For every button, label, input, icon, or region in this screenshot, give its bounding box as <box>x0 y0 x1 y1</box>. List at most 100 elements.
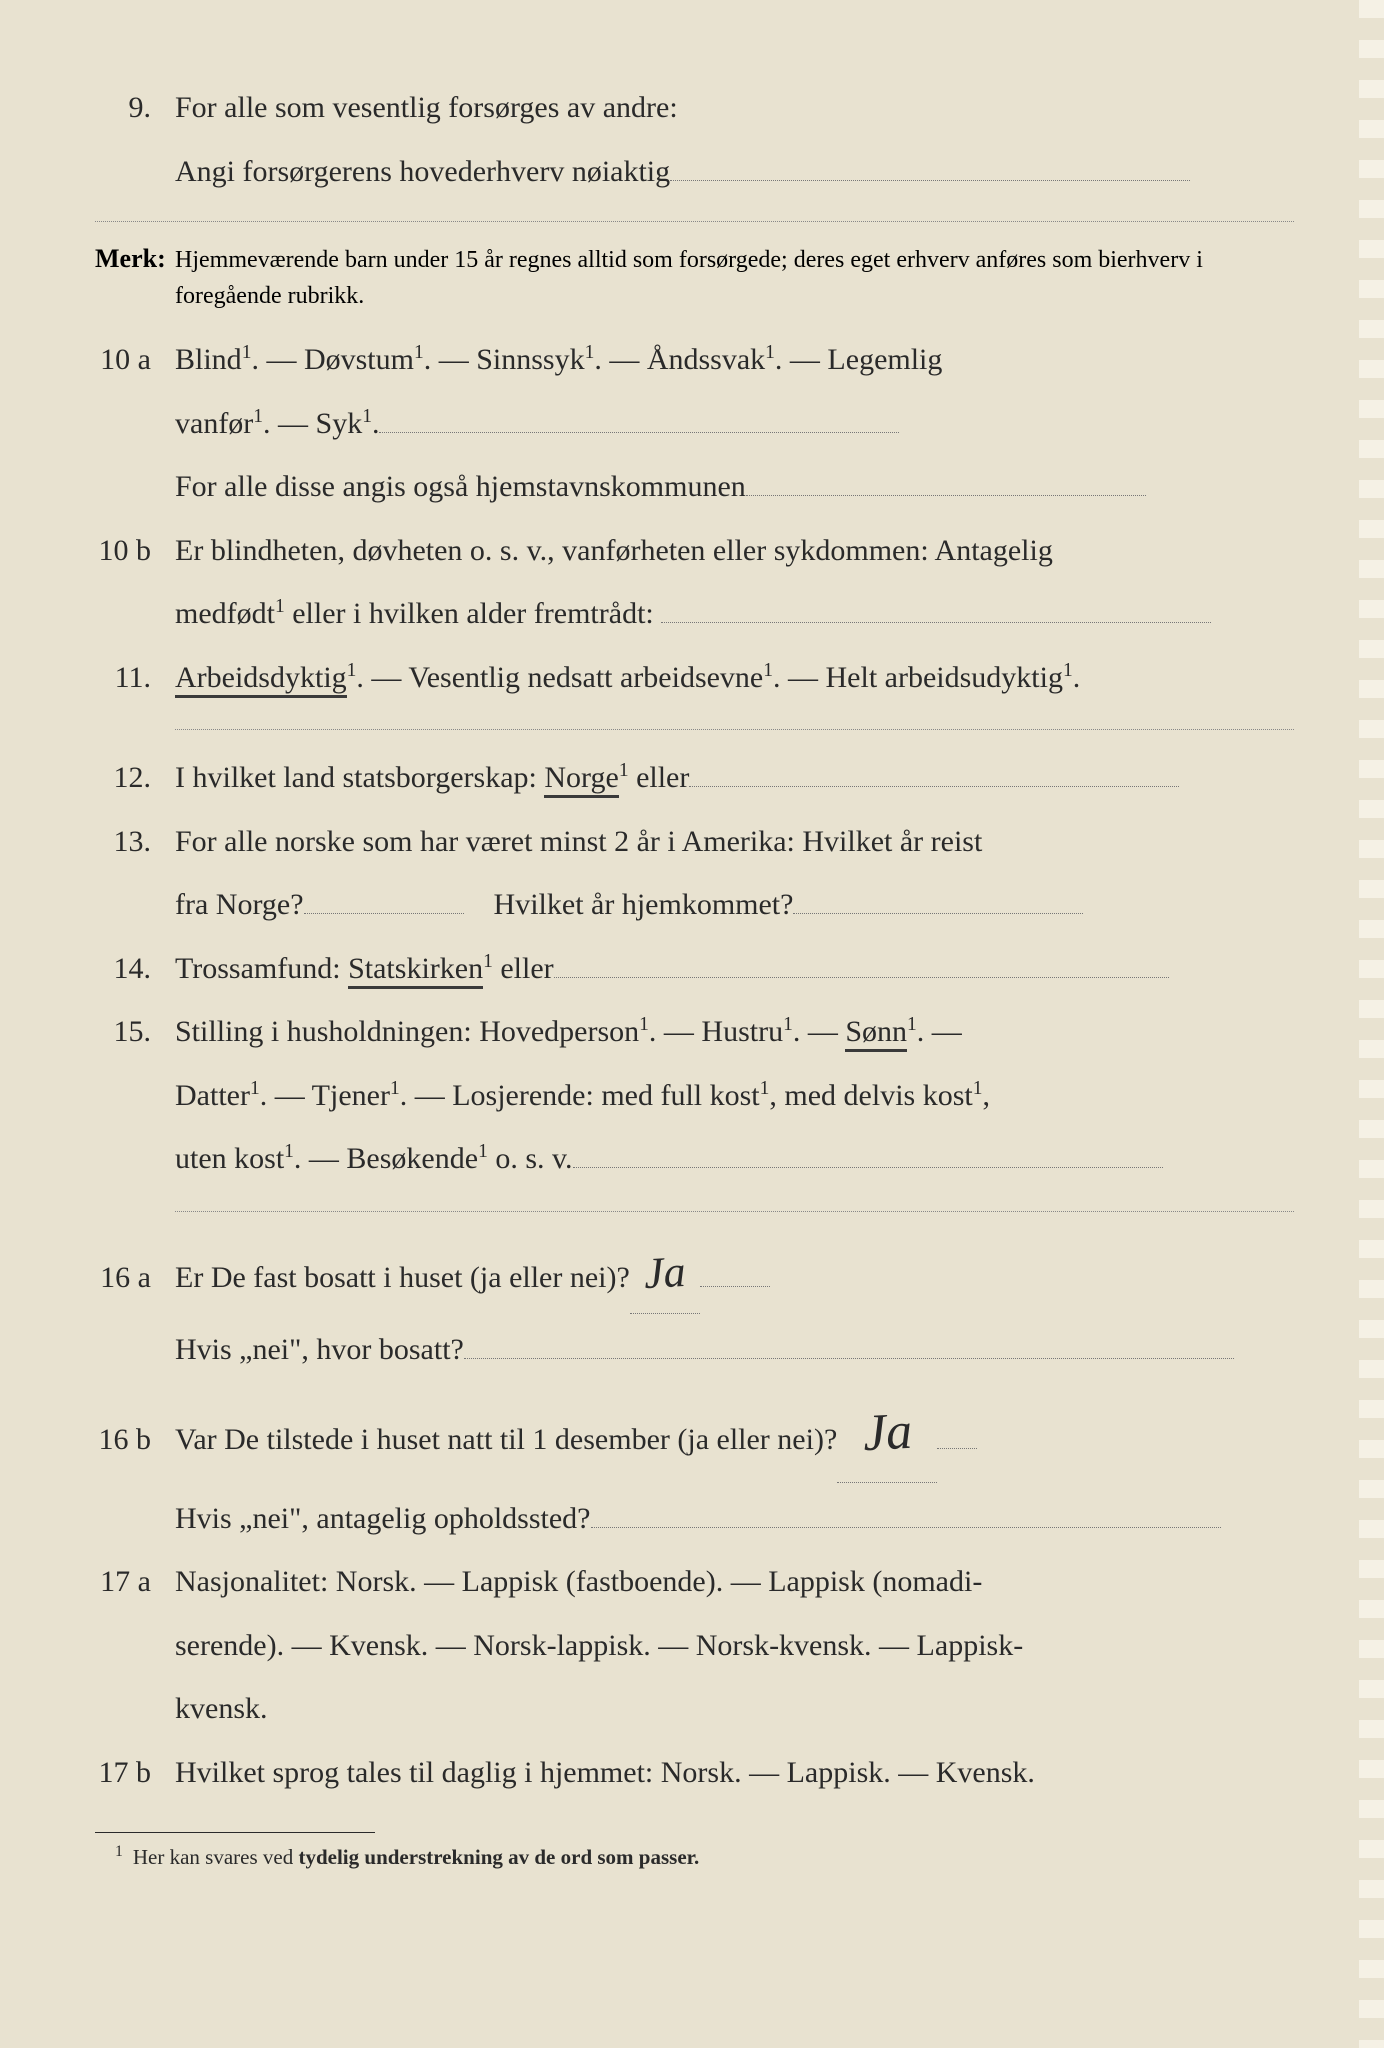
blank <box>304 913 464 914</box>
merk-label: Merk: <box>95 244 175 274</box>
t: vanfør <box>175 407 253 440</box>
question-11: 11. Arbeidsdyktig1. — Vesentlig nedsatt … <box>95 650 1294 706</box>
question-text: Er blindheten, døvheten o. s. v., vanfør… <box>175 523 1294 579</box>
t: Hvilket år hjemkommet? <box>494 888 794 921</box>
question-number: 16 b <box>95 1423 175 1457</box>
question-text: Blind1. — Døvstum1. — Sinnssyk1. — Åndss… <box>175 332 1294 388</box>
sup: 1 <box>619 760 629 781</box>
question-10a-l3: For alle disse angis også hjemstavnskomm… <box>95 459 1294 515</box>
question-13: 13. For alle norske som har været minst … <box>95 814 1294 870</box>
question-15-l2: Datter1. — Tjener1. — Losjerende: med fu… <box>95 1068 1294 1124</box>
t: . — <box>793 1015 846 1048</box>
t: . — Vesentlig nedsatt arbeidsevne <box>356 661 763 694</box>
t: Her kan svares ved <box>133 1845 299 1869</box>
t: . — Døvstum <box>251 343 414 376</box>
t: Datter <box>175 1079 250 1112</box>
t: Er De fast bosatt i huset (ja eller nei)… <box>175 1261 630 1294</box>
question-text: I hvilket land statsborgerskap: Norge1 e… <box>175 750 1294 806</box>
underlined-answer: Statskirken <box>348 952 483 989</box>
blank: Ja <box>837 1385 937 1482</box>
question-17a-l3: kvensk. <box>95 1681 1294 1737</box>
question-12: 12. I hvilket land statsborgerskap: Norg… <box>95 750 1294 806</box>
t: . — Losjerende: med full kost <box>400 1079 760 1112</box>
t: eller <box>493 952 554 985</box>
sup: 1 <box>347 660 357 681</box>
question-number: 9. <box>95 91 175 125</box>
question-9-line2: Angi forsørgerens hovederhverv nøiaktig <box>95 144 1294 200</box>
question-9: 9. For alle som vesentlig forsørges av a… <box>95 80 1294 136</box>
question-text: Stilling i husholdningen: Hovedperson1. … <box>175 1004 1294 1060</box>
t: Var De tilstede i huset natt til 1 desem… <box>175 1423 837 1456</box>
underlined-answer: Norge <box>544 761 618 798</box>
blank <box>379 432 899 433</box>
question-16b: 16 b Var De tilstede i huset natt til 1 … <box>95 1385 1294 1482</box>
t: Stilling i husholdningen: Hovedperson <box>175 1015 639 1048</box>
note-merk: Merk: Hjemmeværende barn under 15 år reg… <box>95 221 1294 314</box>
blank <box>937 1448 977 1449</box>
blank <box>689 786 1179 787</box>
t: . — <box>917 1015 962 1048</box>
question-text: For alle som vesentlig forsørges av andr… <box>175 80 1294 136</box>
blank-line <box>670 180 1190 181</box>
section-divider <box>175 1211 1294 1212</box>
question-number: 16 a <box>95 1261 175 1295</box>
question-text: For alle norske som har været minst 2 år… <box>175 814 1294 870</box>
question-14: 14. Trossamfund: Statskirken1 eller <box>95 941 1294 997</box>
sup: 1 <box>763 660 773 681</box>
question-16b-l2: Hvis „nei", antagelig opholdssted? <box>95 1491 1294 1547</box>
question-13-l2: fra Norge? Hvilket år hjemkommet? <box>95 877 1294 933</box>
question-10b-l2: medfødt1 eller i hvilken alder fremtrådt… <box>95 586 1294 642</box>
question-text: Trossamfund: Statskirken1 eller <box>175 941 1294 997</box>
t: Hvis „nei", antagelig opholdssted? <box>175 1502 591 1535</box>
t: . <box>372 407 380 440</box>
sup: 1 <box>1063 660 1073 681</box>
footnote: 1Her kan svares ved tydelig understrekni… <box>95 1843 1294 1870</box>
t: . — Besøkende <box>294 1142 478 1175</box>
sup: 1 <box>765 342 775 363</box>
sup: 1 <box>478 1141 488 1162</box>
sup: 1 <box>483 951 493 972</box>
sup: 1 <box>760 1078 770 1099</box>
question-17a: 17 a Nasjonalitet: Norsk. — Lappisk (fas… <box>95 1554 1294 1610</box>
footnote-marker: 1 <box>115 1843 123 1860</box>
blank <box>661 622 1211 623</box>
t: I hvilket land statsborgerskap: <box>175 761 544 794</box>
question-text: Er De fast bosatt i huset (ja eller nei)… <box>175 1232 1294 1314</box>
blank <box>464 1358 1234 1359</box>
handwritten-answer: Ja <box>642 1230 688 1313</box>
sup: 1 <box>284 1141 294 1162</box>
t: . — Syk <box>263 407 362 440</box>
sup: 1 <box>585 342 595 363</box>
sup: 1 <box>362 406 372 427</box>
blank <box>591 1527 1221 1528</box>
sup: 1 <box>253 406 263 427</box>
t: eller i hvilken alder fremtrådt: <box>285 597 654 630</box>
t: . — Helt arbeidsudyktig <box>773 661 1063 694</box>
t: medfødt <box>175 597 275 630</box>
question-text: Nasjonalitet: Norsk. — Lappisk (fastboen… <box>175 1554 1294 1610</box>
t: For alle disse angis også hjemstavnskomm… <box>175 470 746 503</box>
question-text: Hvilket sprog tales til daglig i hjemmet… <box>175 1745 1294 1801</box>
merk-text: Hjemmeværende barn under 15 år regnes al… <box>175 242 1294 314</box>
t: o. s. v. <box>488 1142 573 1175</box>
question-15-l3: uten kost1. — Besøkende1 o. s. v. <box>95 1131 1294 1187</box>
question-16a: 16 a Er De fast bosatt i huset (ja eller… <box>95 1232 1294 1314</box>
sup: 1 <box>250 1078 260 1099</box>
question-number: 15. <box>95 1015 175 1049</box>
underlined-answer: Sønn <box>845 1015 907 1052</box>
t: , <box>982 1079 990 1112</box>
question-text: Var De tilstede i huset natt til 1 desem… <box>175 1385 1294 1482</box>
section-divider <box>175 729 1294 730</box>
blank <box>554 977 1169 978</box>
question-10b: 10 b Er blindheten, døvheten o. s. v., v… <box>95 523 1294 579</box>
t: Hvis „nei", hvor bosatt? <box>175 1333 464 1366</box>
sup: 1 <box>390 1078 400 1099</box>
sup: 1 <box>907 1014 917 1035</box>
t: eller <box>629 761 690 794</box>
sup: 1 <box>414 342 424 363</box>
t: . <box>1073 661 1081 694</box>
t: . — Sinnssyk <box>424 343 585 376</box>
t: Blind <box>175 343 242 376</box>
sup: 1 <box>242 342 252 363</box>
blank <box>793 913 1083 914</box>
